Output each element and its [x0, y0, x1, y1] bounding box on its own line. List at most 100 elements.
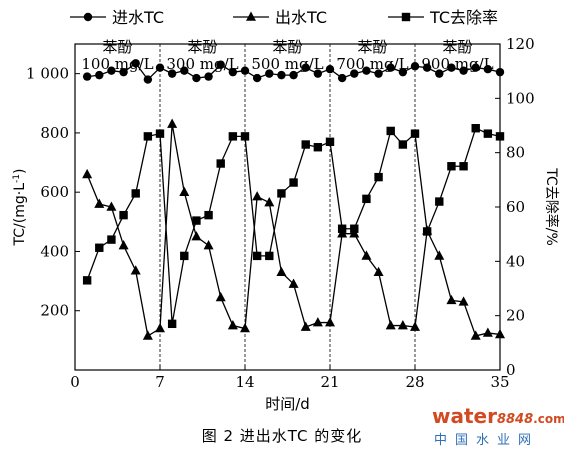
watermark-suffix: .com — [533, 412, 564, 426]
data-point-effluent — [495, 328, 505, 339]
data-point-removal — [325, 137, 335, 146]
y-right-tick-label: 60 — [506, 198, 525, 216]
data-point-effluent — [240, 323, 250, 333]
legend-label-effluent: 出水TC — [275, 8, 327, 27]
legend-label-removal: TC去除率 — [429, 8, 498, 27]
data-point-influent — [374, 69, 383, 78]
data-point-effluent — [179, 186, 190, 196]
data-point-influent — [180, 66, 189, 75]
data-point-influent — [362, 66, 371, 75]
data-point-effluent — [325, 317, 335, 327]
y-left-tick-label: 600 — [40, 183, 69, 201]
watermark-word: water — [432, 404, 497, 428]
phase-label-conc: 300 mg/L — [166, 55, 238, 73]
data-point-effluent — [155, 323, 165, 333]
data-point-removal — [119, 210, 128, 220]
data-point-effluent — [203, 240, 214, 250]
phase-label-name: 苯酚 — [357, 38, 387, 56]
series-line-removal — [86, 127, 501, 324]
y-left-tick-label: 200 — [40, 302, 69, 320]
data-point-effluent — [215, 291, 226, 302]
data-point-effluent — [410, 321, 420, 331]
data-point-influent — [192, 73, 201, 83]
data-point-influent — [240, 66, 250, 75]
data-point-effluent — [446, 294, 457, 305]
legend-marker-removal — [401, 12, 411, 22]
watermark-number: 8848 — [496, 412, 534, 427]
data-point-influent — [337, 73, 347, 83]
data-point-effluent — [482, 327, 493, 337]
plot-frame — [74, 43, 501, 371]
y-left-tick-label: 400 — [40, 242, 69, 260]
data-point-removal — [277, 189, 286, 198]
data-point-effluent — [130, 265, 141, 275]
data-point-influent — [95, 70, 104, 80]
data-point-influent — [410, 62, 420, 71]
data-point-influent — [313, 69, 323, 78]
data-point-effluent — [361, 250, 372, 260]
legend-label-influent: 进水TC — [112, 8, 164, 27]
y-right-tick-label: 120 — [506, 35, 535, 53]
data-point-influent — [386, 63, 395, 72]
data-point-effluent — [264, 197, 275, 207]
data-point-effluent — [106, 201, 117, 211]
y-left-label-close: ) — [12, 169, 28, 174]
data-point-removal — [337, 224, 347, 233]
data-point-removal — [82, 276, 92, 285]
data-point-effluent — [470, 330, 481, 340]
data-point-influent — [495, 67, 505, 77]
data-point-effluent — [276, 266, 287, 276]
watermark-logo: water8848.com 中国水业网 — [432, 404, 564, 450]
data-point-effluent — [118, 240, 129, 250]
y-right-tick-label: 40 — [506, 252, 525, 270]
data-point-removal — [265, 251, 274, 261]
data-point-removal — [131, 189, 140, 198]
data-point-removal — [95, 243, 104, 252]
phase-label-name: 苯酚 — [102, 38, 132, 56]
x-tick-label: 0 — [70, 373, 80, 391]
legend-marker-effluent — [246, 11, 256, 21]
y-left-label-sup: -1 — [12, 174, 22, 183]
data-point-effluent — [300, 321, 311, 331]
data-point-effluent — [94, 198, 105, 208]
data-point-influent — [228, 67, 238, 77]
data-point-influent — [204, 72, 213, 81]
data-point-removal — [143, 132, 153, 141]
data-point-removal — [301, 140, 310, 149]
data-point-influent — [325, 64, 335, 74]
data-point-effluent — [167, 118, 178, 128]
data-point-effluent — [373, 266, 384, 276]
data-point-effluent — [82, 168, 93, 179]
data-point-removal — [374, 172, 383, 182]
x-tick-label: 28 — [405, 373, 424, 391]
data-point-removal — [386, 126, 395, 136]
data-point-removal — [362, 194, 371, 204]
data-point-removal — [495, 132, 505, 141]
data-point-influent — [289, 70, 298, 80]
data-point-influent — [143, 75, 153, 84]
data-point-removal — [422, 227, 432, 236]
data-point-influent — [107, 66, 116, 75]
data-point-influent — [447, 63, 456, 72]
data-point-influent — [471, 63, 480, 72]
data-point-influent — [459, 66, 468, 75]
data-point-influent — [398, 67, 408, 77]
data-point-influent — [216, 60, 225, 69]
phase-label-name: 苯酚 — [187, 38, 217, 56]
data-point-effluent — [458, 296, 469, 306]
phase-label-conc: 500 mg/L — [251, 55, 323, 73]
data-point-effluent — [312, 317, 323, 327]
y-left-tick-label: 1 000 — [26, 65, 69, 83]
y-right-tick-label: 80 — [506, 144, 525, 162]
data-point-removal — [107, 235, 116, 244]
legend-marker-influent — [83, 12, 93, 22]
data-point-effluent — [252, 191, 263, 201]
x-axis-label: 时间/d — [265, 395, 310, 413]
x-tick-label: 21 — [320, 373, 339, 391]
y-right-tick-label: 20 — [506, 307, 525, 325]
y-left-label-main: TC/(mg·L — [12, 183, 28, 247]
data-point-influent — [252, 73, 262, 83]
y-right-tick-label: 0 — [506, 361, 516, 379]
data-point-influent — [155, 63, 165, 72]
data-point-influent — [435, 69, 444, 78]
